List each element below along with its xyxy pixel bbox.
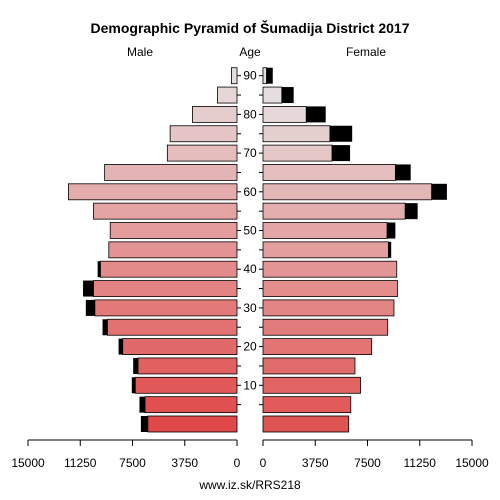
male-bar-45-49 xyxy=(108,241,238,259)
footer-source: www.iz.sk/RRS218 xyxy=(198,478,301,492)
female-excess-90+ xyxy=(266,67,273,84)
x-tick-label-l-11250: 11250 xyxy=(64,456,97,470)
female-bar-90+ xyxy=(262,67,267,85)
male-bar-15-19 xyxy=(137,357,238,375)
age-tick-label-60: 60 xyxy=(243,185,257,199)
male-bar-40-44 xyxy=(100,260,238,278)
female-bar-40-44 xyxy=(262,260,398,278)
male-bar-60-64 xyxy=(68,183,238,201)
male-bar-35-39 xyxy=(93,280,238,297)
female-bar-75-79 xyxy=(262,125,331,143)
female-excess-60-64 xyxy=(431,183,447,200)
female-excess-80-84 xyxy=(306,106,326,123)
male-bar-70-74 xyxy=(166,144,238,162)
male-bar-75-79 xyxy=(169,125,238,143)
male-excess-35-39 xyxy=(83,280,94,297)
female-excess-85-89 xyxy=(281,87,294,104)
x-tick-label-r-15000: 15000 xyxy=(455,456,489,470)
age-tick-label-30: 30 xyxy=(243,301,257,315)
age-tick-label-70: 70 xyxy=(243,146,257,160)
male-excess-0-4 xyxy=(140,416,148,432)
male-bar-50-54 xyxy=(109,222,238,239)
female-bar-60-64 xyxy=(262,183,432,201)
male-bar-0-4 xyxy=(147,415,238,433)
male-bar-85-89 xyxy=(217,86,238,104)
female-excess-45-49 xyxy=(388,241,392,258)
female-bars xyxy=(262,67,447,433)
age-label: Age xyxy=(239,45,261,59)
male-bar-80-84 xyxy=(192,106,238,123)
male-bar-90+ xyxy=(231,67,238,85)
age-tick-label-50: 50 xyxy=(243,224,257,238)
x-tick-label-r-3750: 3750 xyxy=(302,456,329,470)
male-bar-10-14 xyxy=(134,376,238,394)
female-excess-65-69 xyxy=(395,164,411,181)
female-bar-80-84 xyxy=(262,106,307,123)
female-excess-50-54 xyxy=(387,222,396,239)
female-bar-20-24 xyxy=(262,338,373,356)
female-bar-25-29 xyxy=(262,318,389,336)
male-bars xyxy=(68,67,238,433)
age-tick-label-90: 90 xyxy=(243,69,257,83)
female-excess-70-74 xyxy=(331,145,351,162)
female-bar-65-69 xyxy=(262,164,396,181)
chart-title: Demographic Pyramid of Šumadija District… xyxy=(91,19,410,36)
female-bar-0-4 xyxy=(262,415,350,433)
male-bar-30-34 xyxy=(94,299,238,317)
female-bar-10-14 xyxy=(262,376,361,394)
female-bar-5-9 xyxy=(262,396,352,414)
male-bar-5-9 xyxy=(144,396,238,414)
age-axis: 10 20 30 40 50 60 70 80 90 xyxy=(237,69,263,406)
male-label: Male xyxy=(127,45,153,59)
age-tick-label-80: 80 xyxy=(243,107,257,121)
female-bar-15-19 xyxy=(262,357,356,375)
x-tick-label-r-0: 0 xyxy=(260,456,267,470)
female-bar-70-74 xyxy=(262,144,333,162)
x-tick-label-l-3750: 3750 xyxy=(171,456,198,470)
male-excess-30-34 xyxy=(85,299,95,316)
female-bar-55-59 xyxy=(262,202,406,220)
female-excess-55-59 xyxy=(405,203,418,220)
female-label: Female xyxy=(346,45,386,59)
x-tick-label-l-0: 0 xyxy=(234,456,241,470)
female-bar-45-49 xyxy=(262,241,389,259)
female-bar-50-54 xyxy=(262,222,388,239)
age-tick-label-40: 40 xyxy=(243,262,257,276)
female-bar-30-34 xyxy=(262,299,395,317)
male-bar-20-24 xyxy=(122,338,238,356)
x-tick-label-r-11250: 11250 xyxy=(404,456,437,470)
male-bar-25-29 xyxy=(107,318,238,336)
male-excess-10-14 xyxy=(131,377,136,394)
male-excess-5-9 xyxy=(139,396,146,413)
male-excess-25-29 xyxy=(102,319,108,336)
male-bar-55-59 xyxy=(93,202,238,220)
x-tick-label-r-7500: 7500 xyxy=(354,456,381,470)
female-bar-85-89 xyxy=(262,86,283,104)
female-bar-35-39 xyxy=(262,280,398,297)
x-axis-ticks: 15000 15000 11250 11250 7500 7500 3750 3750 0 0 xyxy=(11,440,489,470)
x-tick-label-l-7500: 7500 xyxy=(119,456,146,470)
male-excess-40-44 xyxy=(97,261,101,278)
female-excess-75-79 xyxy=(329,125,353,142)
male-excess-20-24 xyxy=(118,338,123,355)
age-tick-label-20: 20 xyxy=(243,340,257,354)
x-tick-label-l-15000: 15000 xyxy=(11,456,45,470)
male-bar-65-69 xyxy=(104,164,238,181)
male-excess-15-19 xyxy=(133,357,139,374)
age-tick-label-10: 10 xyxy=(243,378,257,392)
